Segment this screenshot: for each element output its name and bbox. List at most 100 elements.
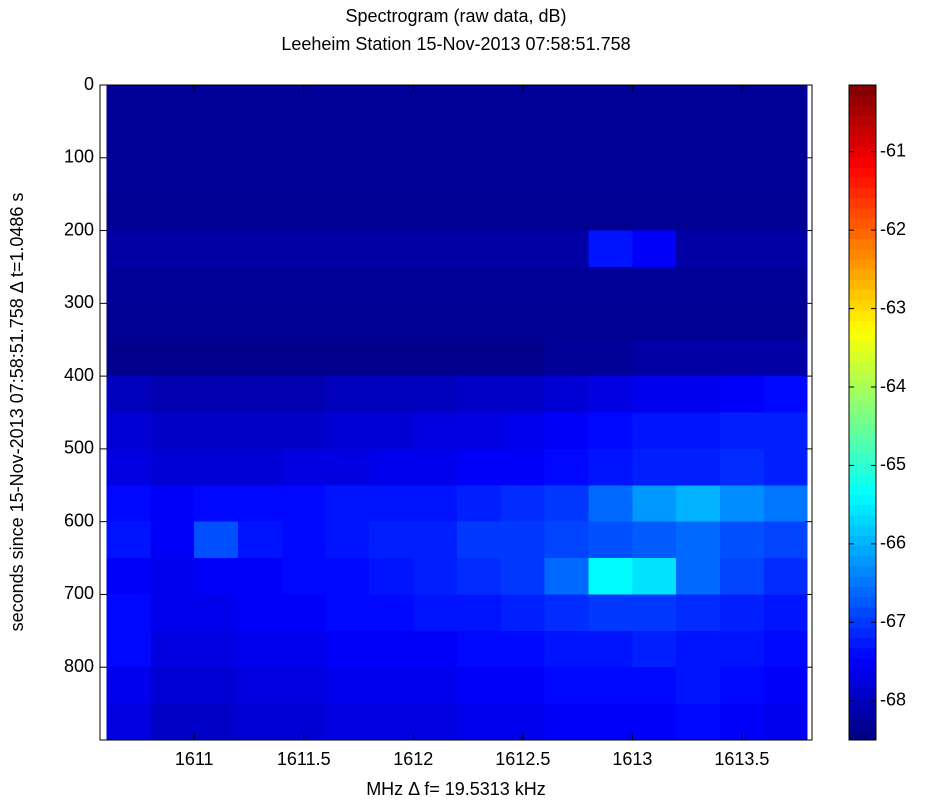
colorbar-swatch xyxy=(849,85,876,96)
colorbar-swatch xyxy=(849,525,876,536)
x-tick-label: 1611 xyxy=(175,749,214,769)
heatmap-cell xyxy=(106,630,151,668)
colorbar-swatch xyxy=(849,105,876,117)
heatmap-cell xyxy=(150,558,195,595)
colorbar-swatch xyxy=(849,586,876,598)
heatmap-cell xyxy=(238,339,282,377)
heatmap-cell xyxy=(150,230,195,267)
y-tick-label: 700 xyxy=(64,583,94,603)
heatmap-cell xyxy=(588,157,633,195)
heatmap-cell xyxy=(413,194,458,231)
heatmap-cell xyxy=(500,448,545,486)
heatmap-cell xyxy=(413,303,458,340)
heatmap-cell xyxy=(150,194,195,231)
heatmap-cell xyxy=(281,558,326,595)
heatmap-cell xyxy=(325,376,370,413)
heatmap-cell xyxy=(238,303,282,340)
heatmap-cell xyxy=(238,521,282,559)
heatmap-cell xyxy=(544,230,589,267)
colorbar-swatch xyxy=(849,535,876,547)
colorbar-swatch xyxy=(849,504,876,516)
heatmap-cell xyxy=(106,157,151,195)
heatmap-cell xyxy=(763,485,808,522)
heatmap-cell xyxy=(194,521,239,559)
heatmap-cell xyxy=(281,303,326,340)
heatmap-cell xyxy=(106,558,151,595)
heatmap-cell xyxy=(544,521,589,559)
heatmap-cell xyxy=(632,412,677,449)
heatmap-cell xyxy=(150,521,195,559)
heatmap-cell xyxy=(325,521,370,559)
heatmap-cell xyxy=(194,412,239,449)
y-tick-label: 500 xyxy=(64,438,94,458)
colorbar-swatch xyxy=(849,146,876,158)
heatmap-cell xyxy=(676,230,720,267)
y-tick-label: 600 xyxy=(64,510,94,530)
heatmap-cell xyxy=(150,412,195,449)
heatmap-cell xyxy=(588,558,633,595)
heatmap-cell xyxy=(194,703,239,740)
heatmap-cell xyxy=(106,194,151,231)
heatmap-cell xyxy=(238,376,282,413)
heatmap-cell xyxy=(369,339,414,377)
heatmap-cell xyxy=(544,667,589,704)
heatmap-cell xyxy=(457,594,501,631)
heatmap-cell xyxy=(150,703,195,740)
heatmap-cell xyxy=(194,594,239,631)
heatmap-cell xyxy=(106,339,151,377)
y-tick-label: 100 xyxy=(64,147,94,167)
heatmap-cell xyxy=(588,266,633,304)
heatmap-cell xyxy=(281,485,326,522)
heatmap-cell xyxy=(369,667,414,704)
x-tick-label: 1612 xyxy=(393,749,433,769)
heatmap-cell xyxy=(544,85,589,122)
heatmap-cell xyxy=(238,266,282,304)
heatmap-cell xyxy=(763,230,808,267)
heatmap-cell xyxy=(457,121,501,158)
heatmap-cell xyxy=(194,230,239,267)
heatmap-cell xyxy=(500,667,545,704)
heatmap-cell xyxy=(150,594,195,631)
colorbar-swatch xyxy=(849,709,876,721)
heatmap-cell xyxy=(106,266,151,304)
heatmap-cell xyxy=(238,703,282,740)
heatmap-cell xyxy=(413,448,458,486)
heatmap-cell xyxy=(588,85,633,122)
colorbar-swatch xyxy=(849,545,876,557)
heatmap-cell xyxy=(281,157,326,195)
heatmap-cell xyxy=(632,667,677,704)
heatmap-cell xyxy=(194,558,239,595)
colorbar-swatch xyxy=(849,218,876,229)
heatmap-cell xyxy=(194,303,239,340)
heatmap-cell xyxy=(763,339,808,377)
colorbar-swatch xyxy=(849,596,876,608)
heatmap-cell xyxy=(325,667,370,704)
heatmap-cell xyxy=(457,194,501,231)
heatmap-cell xyxy=(369,121,414,158)
colorbar: -61 -62 -63 -64 -65 -66 -67 -68 xyxy=(848,84,906,741)
heatmap-cell xyxy=(763,594,808,631)
heatmap-cell xyxy=(238,485,282,522)
heatmap-cell xyxy=(457,521,501,559)
colorbar-swatch xyxy=(849,647,876,659)
heatmap-cell xyxy=(500,485,545,522)
heatmap-cell xyxy=(238,157,282,195)
heatmap-cell xyxy=(719,485,764,522)
heatmap-cell xyxy=(325,448,370,486)
y-tick-label: 800 xyxy=(64,656,94,676)
heatmap-cell xyxy=(588,412,633,449)
heatmap-cell xyxy=(369,630,414,668)
colorbar-swatch xyxy=(849,422,876,434)
colorbar-swatch xyxy=(849,125,876,137)
heatmap-cell xyxy=(194,266,239,304)
heatmap-cell xyxy=(106,303,151,340)
colorbar-swatch xyxy=(849,207,876,219)
colorbar-swatch xyxy=(849,566,876,577)
heatmap-cell xyxy=(238,230,282,267)
heatmap-cell xyxy=(325,157,370,195)
heatmap-cell xyxy=(457,485,501,522)
heatmap-cell xyxy=(588,594,633,631)
heatmap-cell xyxy=(369,558,414,595)
heatmap-cell xyxy=(194,121,239,158)
